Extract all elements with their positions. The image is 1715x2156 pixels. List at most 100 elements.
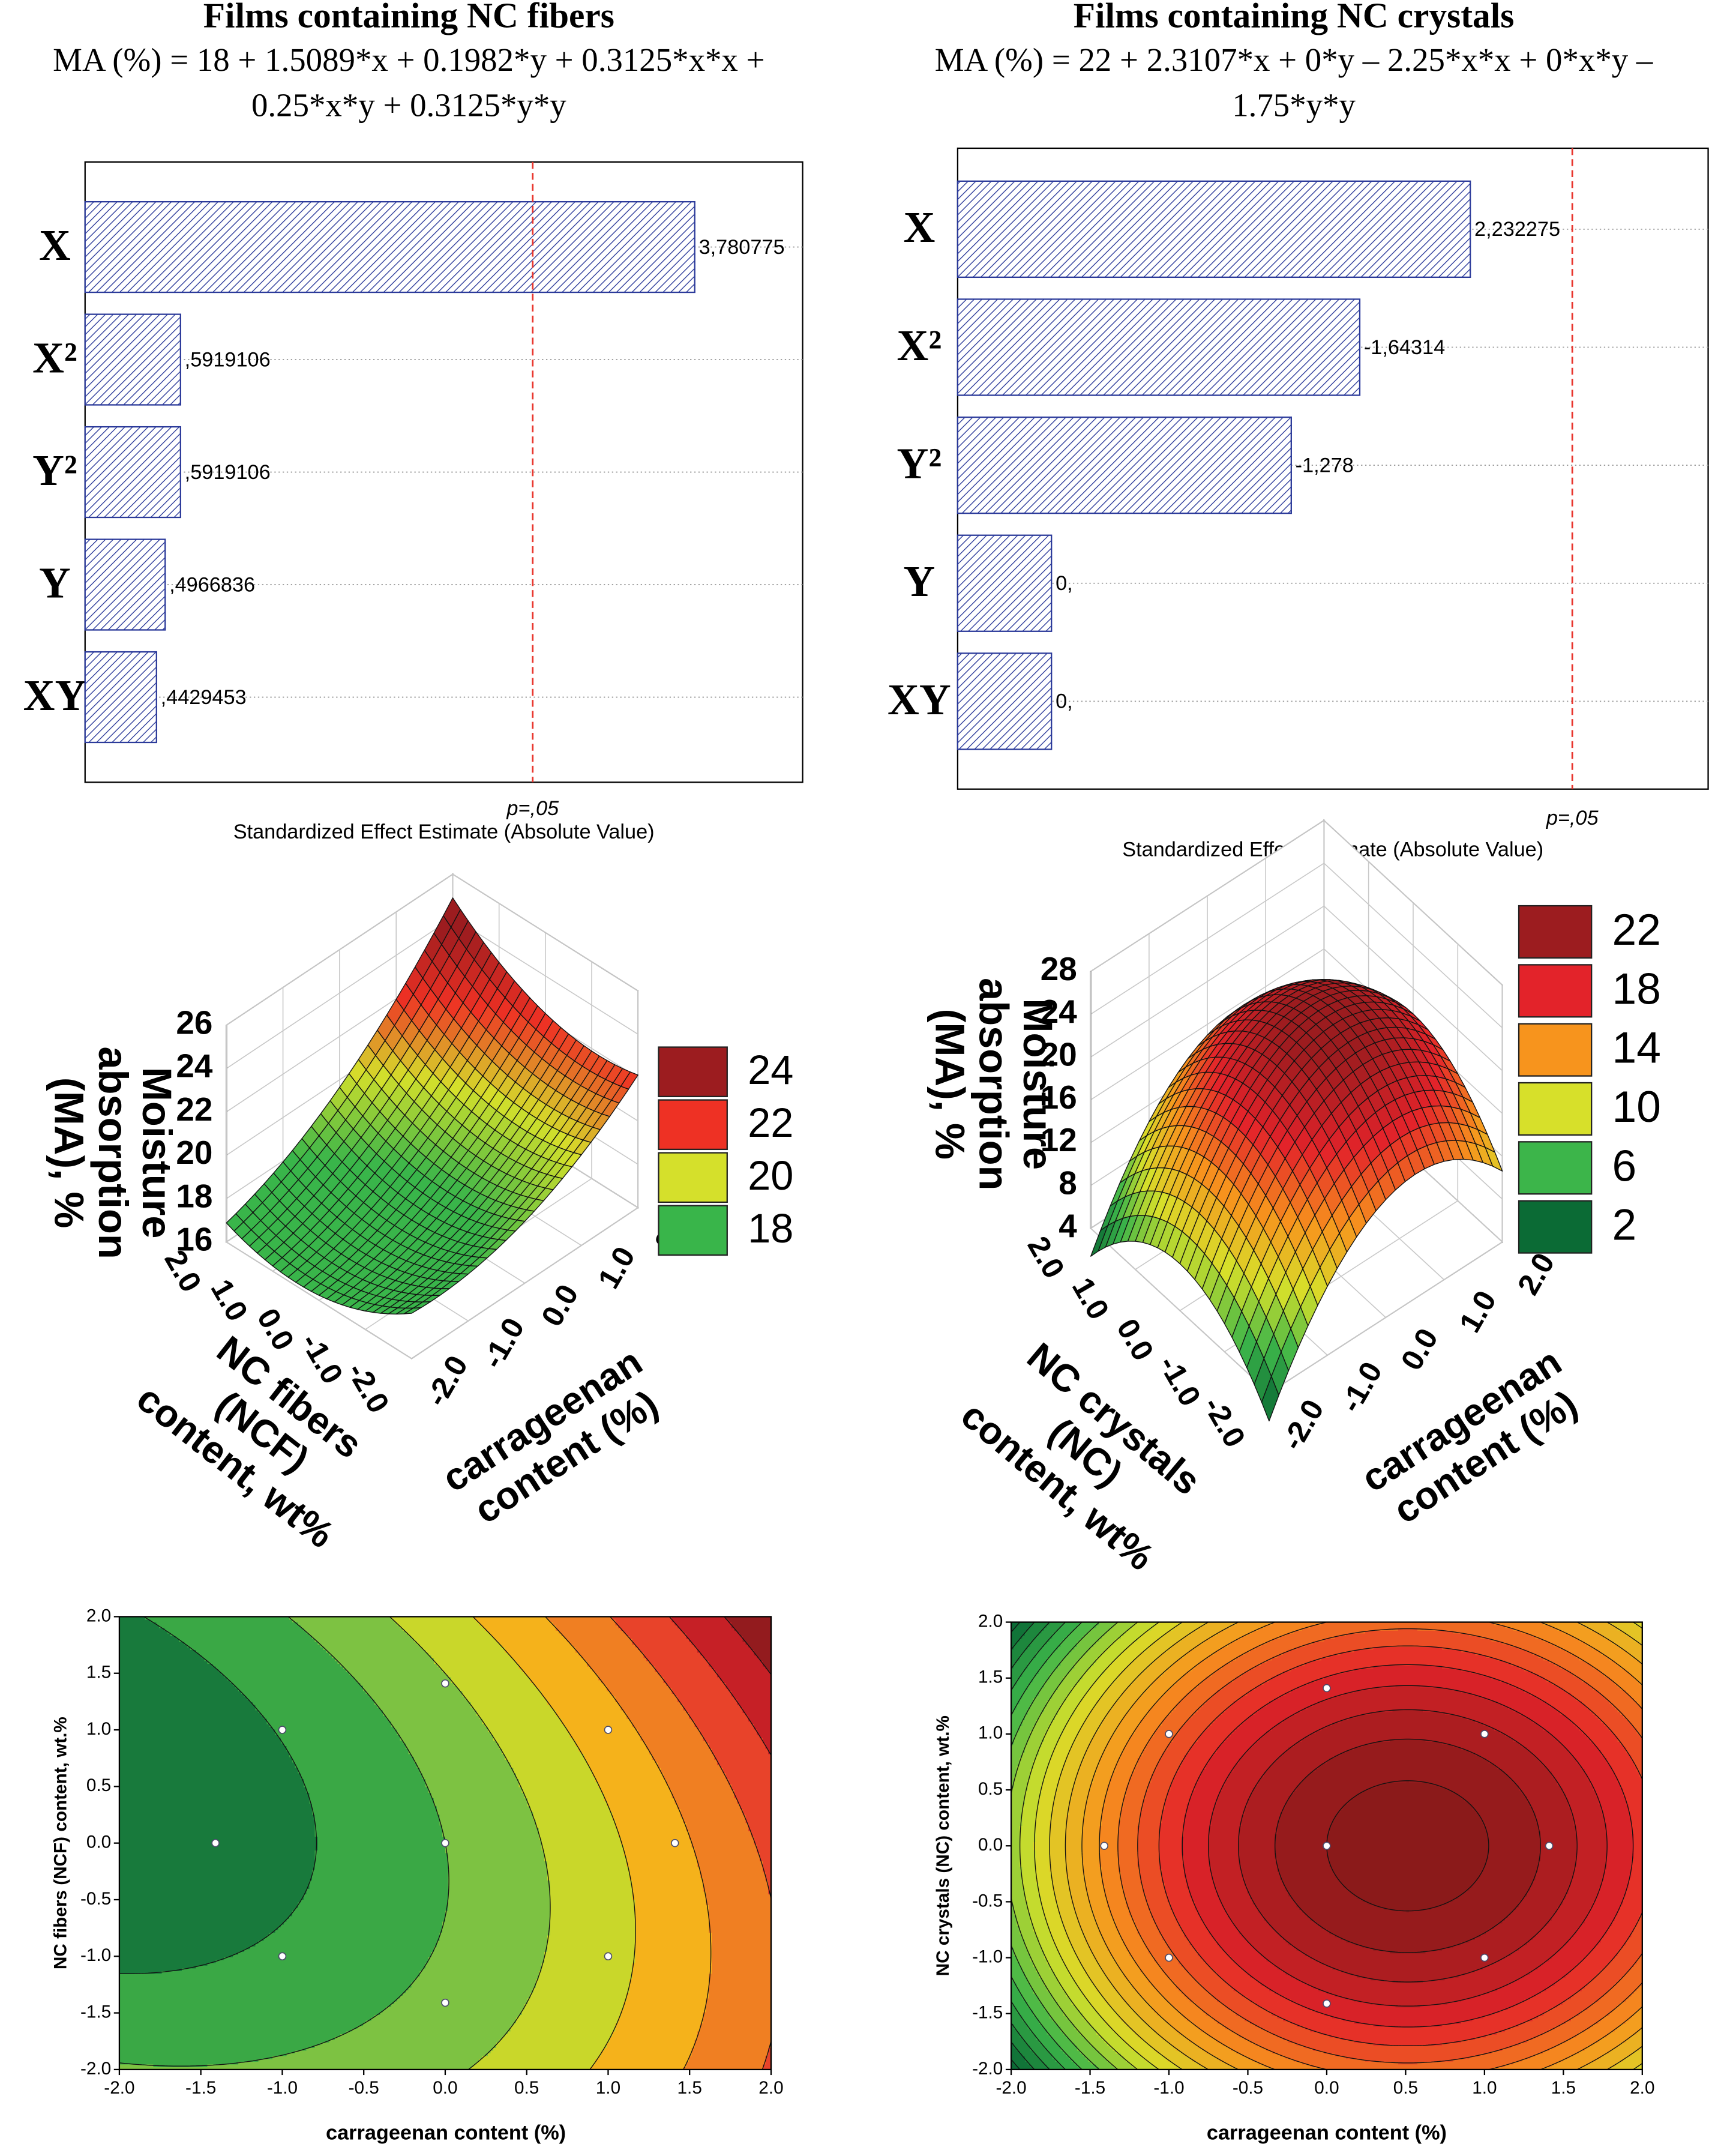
grid-line [411,990,638,1360]
value-label: ,5919106 [185,461,271,484]
design-point [441,1998,449,2007]
category-label: Y² [32,446,77,495]
legend-label: 18 [748,1205,793,1251]
equation: MA (%) = 22 + 2.3107*x + 0*y – 2.25*x*x … [935,41,1653,78]
category-label: Y² [897,439,942,487]
z-axis-label: (MA), % [927,1009,973,1160]
grid-line [1269,985,1503,1394]
design-point [604,1726,613,1734]
legend-swatch [1518,1200,1593,1254]
y-tick-label: -2.0 [1197,1391,1252,1453]
z-axis-label: absorption [90,1046,136,1259]
legend-label: 2 [1612,1200,1637,1250]
z-axis-label: absorption [971,978,1017,1190]
design-point [441,1679,449,1688]
x-tick-label: -1.5 [185,2078,216,2098]
z-tick-label: 26 [176,1004,212,1041]
category-label: XY [888,675,951,724]
x-tick-label: -2.0 [419,1350,475,1412]
category-label: Y [39,558,71,607]
y-tick-label: -0.5 [80,1889,111,1909]
value-label: ,4429453 [161,686,247,709]
legend-swatch [1518,1023,1593,1077]
y-tick-label: -2.0 [341,1357,397,1419]
legend-label: 18 [1612,964,1661,1013]
chart-title: Films containing NC fibers [203,0,614,35]
y-tick-label: 1.0 [204,1273,254,1326]
x-tick-label: 1.0 [1452,1284,1503,1338]
z-tick-label: 22 [176,1091,212,1128]
category-label: XY [23,671,87,720]
value-label: 3,780775 [699,236,785,259]
bar [84,313,181,406]
y-tick-label: 0.0 [86,1832,111,1852]
legend-swatch [1518,1082,1593,1136]
category-label: X [903,203,935,251]
legend-label: 22 [748,1100,793,1146]
y-tick-label: 2.0 [86,1606,111,1625]
z-tick-label: 8 [1059,1164,1077,1202]
legend-label: 20 [748,1152,793,1199]
y-tick-label: -1.0 [80,1945,111,1965]
design-point [604,1952,613,1961]
legend-label: 10 [1612,1082,1661,1131]
legend-swatch [1518,964,1593,1018]
z-tick-label: 12 [1041,1121,1077,1158]
y-axis-label: NC fibers (NCF) content, wt.% [51,1717,71,1969]
x-tick-label: -0.5 [349,2078,379,2098]
bar [957,416,1292,514]
y-tick-label: -1.5 [80,2002,111,2022]
value-label: -1,64314 [1364,336,1445,359]
x-tick-label: 1.0 [596,2078,620,2098]
z-tick-label: 16 [176,1221,212,1258]
bar [957,534,1053,632]
x-tick-label: 2.0 [758,2078,783,2098]
category-label: X² [32,333,77,382]
design-point [671,1838,679,1847]
z-axis-label: Moisture [1015,998,1061,1170]
category-label: X² [897,321,942,370]
x-tick-label: 0.5 [514,2078,539,2098]
x-tick-label: -2.0 [1275,1394,1330,1456]
x-tick-label: 1.5 [677,2078,702,2098]
value-label: 0, [1056,572,1073,595]
legend-label: 6 [1612,1141,1637,1190]
z-axis-label: (MA), % [46,1077,92,1228]
z-tick-label: 18 [176,1177,212,1214]
reference-label: p=,05 [506,797,559,820]
x-tick-label: -1.0 [475,1312,531,1375]
legend-swatch [658,1205,728,1256]
x-tick-label: 2.0 [1510,1247,1561,1300]
legend-swatch [1518,905,1593,959]
z-tick-label: 4 [1059,1207,1077,1244]
y-tick-label: 1.5 [86,1663,111,1682]
z-tick-label: 24 [176,1047,213,1085]
value-label: 2,232275 [1474,218,1560,241]
equation: MA (%) = 18 + 1.5089*x + 0.1982*y + 0.31… [53,41,764,78]
chart-title: Films containing NC crystals [1074,0,1515,35]
legend-swatch [1518,1141,1593,1195]
x-tick-label: -2.0 [104,2078,134,2098]
equation: 1.75*y*y [1232,86,1356,123]
x-tick-label: 0.0 [534,1278,584,1332]
x-tick-label: 0.0 [433,2078,457,2098]
bar [957,652,1053,750]
z-tick-label: 20 [176,1134,212,1171]
design-point [211,1838,220,1847]
x-tick-label: -1.0 [267,2078,298,2098]
x-axis-label: carrageenan content (%) [326,2121,566,2144]
legend-swatch [658,1046,728,1098]
bar [84,426,181,519]
y-tick-label: 0.0 [1110,1313,1161,1366]
design-point [441,1838,449,1847]
y-tick-label: 1.0 [1066,1272,1116,1325]
x-axis-label: Standardized Effect Estimate (Absolute V… [233,821,655,843]
bar [957,180,1471,279]
x-tick-label: 0.0 [1394,1322,1444,1376]
x-tick-label: 1.0 [591,1241,641,1294]
y-tick-label: -1.0 [1152,1350,1208,1412]
category-label: Y [903,557,935,606]
design-point [278,1952,287,1961]
design-point [278,1726,287,1734]
